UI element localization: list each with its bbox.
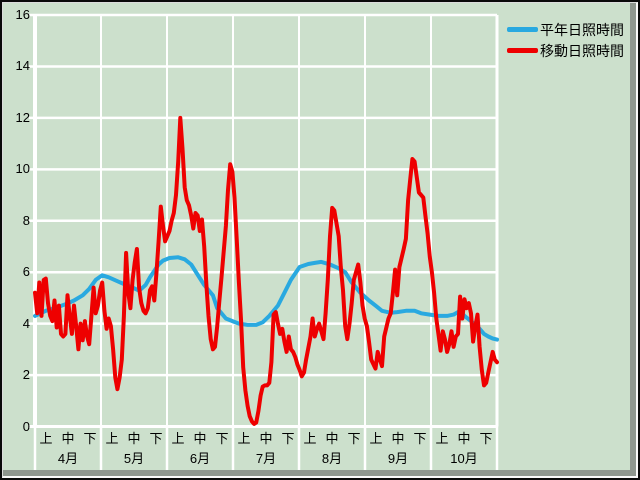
x-period-label: 上 [237,431,251,446]
frame-shadow-right [630,3,636,476]
x-month-label: 8月 [321,451,343,466]
x-period-label: 下 [281,431,295,446]
x-period-label: 下 [413,431,427,446]
y-axis-label: 6 [22,264,30,280]
x-period-label: 中 [457,431,471,446]
y-axis-label: 14 [15,58,30,74]
legend-line-swatch-icon [507,48,538,53]
series-line-1 [33,115,499,426]
x-period-label: 下 [347,431,361,446]
x-period-label: 中 [325,431,339,446]
legend-label: 移動日照時間 [540,42,624,59]
x-period-label: 中 [193,431,207,446]
frame-shadow-bottom [3,470,636,476]
x-month-label: 7月 [255,451,277,466]
legend-item: 平年日照時間 [507,19,624,40]
x-month-label: 5月 [123,451,145,466]
y-axis-label: 10 [15,161,30,177]
x-month-label: 4月 [57,451,79,466]
y-axis-label: 2 [22,367,30,383]
y-axis-label: 0 [22,418,30,434]
legend-item: 移動日照時間 [507,40,624,61]
x-period-label: 上 [105,431,119,446]
y-axis-label: 16 [15,7,30,22]
x-period-label: 上 [303,431,317,446]
x-period-label: 下 [215,431,229,446]
x-month-label: 6月 [189,451,211,466]
legend-label: 平年日照時間 [540,21,624,38]
y-axis-label: 4 [22,315,30,331]
x-period-label: 上 [435,431,449,446]
x-period-label: 下 [479,431,493,446]
x-period-label: 下 [83,431,97,446]
x-period-label: 中 [61,431,75,446]
y-axis-label: 8 [22,212,30,228]
legend-line-swatch-icon [507,27,538,32]
x-period-label: 中 [127,431,141,446]
x-period-label: 中 [391,431,405,446]
x-month-label: 9月 [387,451,409,466]
x-period-label: 上 [171,431,185,446]
x-period-label: 中 [259,431,273,446]
x-period-label: 上 [39,431,53,446]
x-month-label: 10月 [450,451,478,466]
x-period-label: 下 [149,431,163,446]
legend: 平年日照時間 移動日照時間 [507,19,624,61]
x-period-label: 上 [369,431,383,446]
y-axis-label: 12 [15,109,30,125]
